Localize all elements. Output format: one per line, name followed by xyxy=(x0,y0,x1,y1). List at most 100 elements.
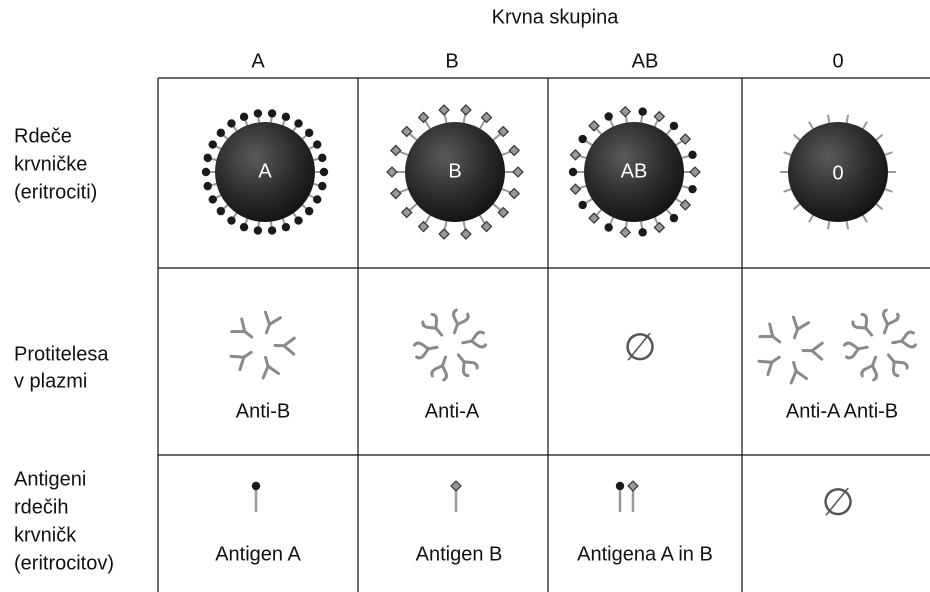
antigen-a xyxy=(203,153,212,163)
column-header: AB xyxy=(632,50,659,72)
antigen-b xyxy=(450,480,462,492)
antibody-arm xyxy=(900,330,915,343)
antigen-a xyxy=(604,112,613,121)
antibody-arm xyxy=(791,315,800,331)
antigen-a xyxy=(216,128,226,138)
row-label: (eritrocitov) xyxy=(14,552,114,574)
red-cell xyxy=(215,122,315,222)
antibody xyxy=(412,341,439,360)
antigen-a xyxy=(578,200,587,210)
antigen-a xyxy=(267,226,277,235)
antigen-a xyxy=(294,216,303,225)
antibody-arm xyxy=(796,321,810,331)
antigen-a xyxy=(688,184,697,194)
antibody-arm xyxy=(842,341,860,351)
antibody-arm xyxy=(268,316,282,326)
antigen-a xyxy=(208,195,217,204)
antigen-a xyxy=(281,112,291,122)
antigen-a xyxy=(313,140,322,149)
header-title: Krvna skupina xyxy=(492,6,620,28)
antigen-a xyxy=(208,140,217,149)
antibody-arm xyxy=(810,341,824,353)
antigen-b xyxy=(497,206,510,219)
antigen-b xyxy=(512,166,524,178)
antibody xyxy=(273,336,296,356)
row-label: krvničke xyxy=(14,153,87,175)
antibody xyxy=(229,350,253,372)
antibody-arm xyxy=(757,359,774,364)
antigen-b xyxy=(679,133,692,145)
antibody-arm xyxy=(263,310,272,326)
antigen-a xyxy=(318,181,327,191)
antibody-arm xyxy=(891,360,900,378)
antibody-arm xyxy=(229,354,246,359)
antibody xyxy=(882,308,900,335)
antibody-stem xyxy=(461,339,474,345)
antigen-b xyxy=(460,228,472,240)
antigen-b xyxy=(460,104,472,116)
antigen-a xyxy=(251,481,261,491)
antigen-b xyxy=(417,220,430,233)
antigen-b xyxy=(508,144,520,157)
antibody xyxy=(430,355,448,382)
antibody-stem xyxy=(856,345,869,351)
antigen-b xyxy=(497,125,510,138)
antigen-b xyxy=(508,187,520,200)
row-label: (eritrociti) xyxy=(14,181,97,203)
column-header: A xyxy=(251,50,265,72)
antibody xyxy=(757,355,781,377)
antibody-arm xyxy=(860,364,874,378)
antibody xyxy=(851,312,874,337)
antibody xyxy=(842,341,869,360)
antibody-arm xyxy=(462,360,479,370)
antibody xyxy=(452,308,470,335)
row-label: Rdeče xyxy=(14,125,72,147)
row-label: rdečih xyxy=(14,496,68,518)
antigen-a xyxy=(669,121,679,131)
empty-symbol: ∅ xyxy=(821,482,854,524)
row-label: Protitelesa xyxy=(14,343,109,365)
antibody-stem xyxy=(882,322,890,335)
antigen-b xyxy=(569,149,582,161)
antibody-arm xyxy=(766,360,774,377)
column-header: 0 xyxy=(832,50,843,72)
antibody-arm xyxy=(768,322,775,338)
antibody-label: Anti-A Anti-B xyxy=(786,400,898,422)
antigen-a xyxy=(604,223,613,232)
antibody-arm xyxy=(892,360,909,370)
red-cell xyxy=(584,122,684,222)
antigen-b xyxy=(689,166,701,178)
antibody-stem xyxy=(870,355,878,368)
antigen-a xyxy=(227,119,236,128)
antigen-b xyxy=(417,111,430,124)
cell-label: A xyxy=(258,160,272,182)
antibody-stem xyxy=(242,350,253,359)
antibody-arm xyxy=(456,312,470,326)
antigen-label: Antigen A xyxy=(215,543,301,565)
antigen-b xyxy=(679,199,692,211)
antigen-a xyxy=(227,216,236,225)
antibody-stem xyxy=(426,345,439,351)
antigen-label: Antigen B xyxy=(416,543,503,565)
antibody-arm xyxy=(238,355,246,372)
antibody-arm xyxy=(845,347,860,360)
cell-label: 0 xyxy=(832,162,843,184)
red-cell xyxy=(788,122,888,222)
antigen-b xyxy=(588,212,600,224)
antibody xyxy=(789,360,809,385)
antibody xyxy=(230,317,254,339)
antibody-label: Anti-B xyxy=(236,400,290,422)
antigen-a xyxy=(203,181,212,191)
antibody-arm xyxy=(415,347,430,360)
antigen-a xyxy=(294,119,303,128)
antibody-stem xyxy=(440,355,448,368)
antigen-b xyxy=(386,166,398,178)
antibody-arm xyxy=(230,329,247,334)
antigen-a xyxy=(267,109,277,118)
antibody-arm xyxy=(412,341,430,351)
row-label: v plazmi xyxy=(14,370,87,392)
antigen-a xyxy=(281,222,291,232)
antigen-a xyxy=(568,167,578,177)
antigen-a xyxy=(318,153,327,163)
